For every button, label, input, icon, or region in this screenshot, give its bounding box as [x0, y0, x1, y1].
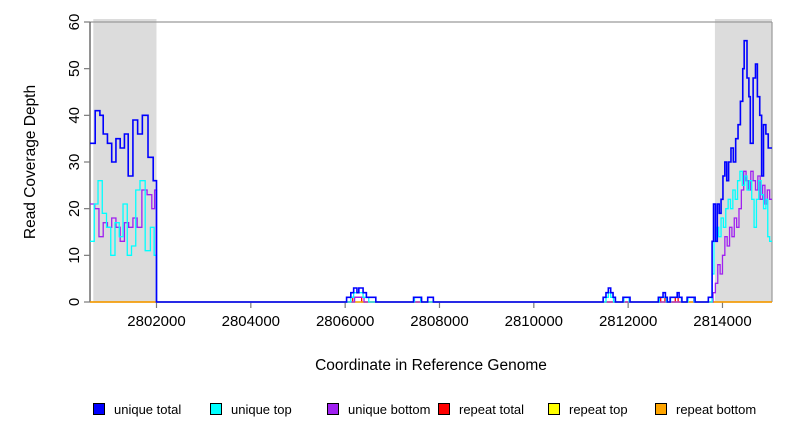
x-tick-label: 2802000: [127, 313, 185, 330]
y-tick-label: 40: [66, 107, 83, 124]
legend-label: repeat top: [569, 402, 628, 418]
legend-swatch-unique-total: [93, 402, 105, 415]
x-tick-label: 2808000: [410, 313, 468, 330]
y-tick-label: 60: [66, 14, 83, 31]
legend-swatch-unique-top: [210, 402, 222, 415]
y-axis-title: Read Coverage Depth: [22, 84, 39, 240]
legend-swatch-repeat-bottom: [655, 402, 667, 415]
x-tick-label: 2806000: [316, 313, 374, 330]
legend-swatch-unique-bottom: [327, 402, 339, 415]
x-tick-label: 2814000: [693, 313, 751, 330]
x-tick-label: 2812000: [599, 313, 657, 330]
legend-item-unique-bottom: unique bottom: [327, 401, 430, 417]
y-tick-label: 20: [66, 200, 83, 217]
legend-item-unique-total: unique total: [93, 401, 181, 417]
y-tick-label: 0: [66, 298, 83, 306]
y-tick-label: 30: [66, 154, 83, 171]
x-tick-label: 2804000: [222, 313, 280, 330]
legend-item-repeat-total: repeat total: [438, 401, 524, 417]
legend-label: repeat total: [459, 402, 525, 418]
legend-item-unique-top: unique top: [210, 401, 292, 417]
legend-item-repeat-bottom: repeat bottom: [655, 401, 756, 417]
y-tick-label: 50: [66, 60, 83, 77]
series-unique-top: [90, 170, 772, 303]
left-repeat-region-shade: [93, 19, 157, 302]
y-tick-label: 10: [66, 247, 83, 264]
series-unique-total: [90, 39, 772, 303]
legend-item-repeat-top: repeat top: [548, 401, 628, 417]
legend-label: unique total: [114, 402, 182, 418]
series-unique-bottom: [90, 170, 772, 303]
legend: unique total unique top unique bottom repea…: [0, 401, 792, 419]
legend-swatch-repeat-total: [438, 402, 450, 415]
x-tick-label: 2810000: [505, 313, 563, 330]
legend-label: repeat bottom: [676, 402, 757, 418]
x-axis-title: Coordinate in Reference Genome: [315, 357, 547, 374]
legend-swatch-repeat-top: [548, 402, 560, 415]
legend-label: unique top: [231, 402, 292, 418]
legend-label: unique bottom: [348, 402, 431, 418]
